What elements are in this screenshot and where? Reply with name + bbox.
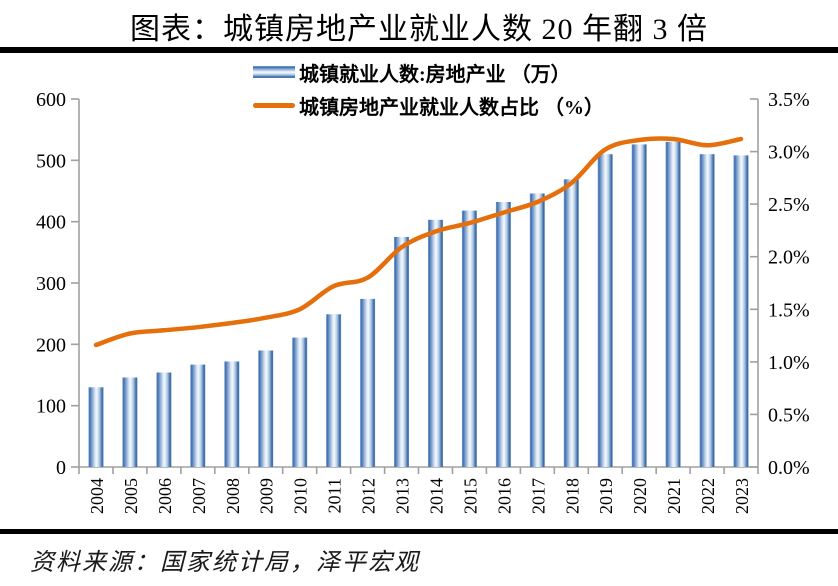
- x-axis-label-2006: 2006: [155, 478, 175, 514]
- left-axis-tick-label: 0: [56, 457, 66, 479]
- chart-legend: 城镇就业人数:房地产业 （万） 城镇房地产业就业人数占比 （%）: [253, 60, 604, 119]
- x-axis-label-2004: 2004: [87, 478, 107, 514]
- legend-item-employment: 城镇就业人数:房地产业 （万）: [253, 60, 604, 86]
- bar-2014: [428, 219, 443, 467]
- bar-2022: [699, 154, 715, 467]
- bar-2011: [326, 314, 342, 467]
- right-axis-tick-label: 3.0%: [768, 142, 810, 164]
- line-swatch-icon: [253, 102, 295, 108]
- legend-item-ratio: 城镇房地产业就业人数占比 （%）: [253, 93, 604, 119]
- title-underline-rule: [0, 47, 838, 53]
- right-axis-tick-label: 2.0%: [768, 247, 810, 269]
- bar-2015: [461, 210, 477, 467]
- x-axis-label-2017: 2017: [528, 478, 548, 514]
- source-divider-rule: [0, 529, 838, 534]
- x-axis-label-2022: 2022: [698, 478, 718, 514]
- right-axis-tick-label: 1.5%: [768, 299, 810, 321]
- x-axis-label-2011: 2011: [325, 478, 345, 513]
- left-axis-tick-label: 600: [36, 89, 66, 111]
- x-axis-label-2023: 2023: [732, 478, 752, 514]
- x-axis-label-2010: 2010: [291, 478, 311, 514]
- bar-2010: [292, 337, 308, 467]
- bar-2019: [597, 154, 613, 467]
- x-axis-label-2016: 2016: [494, 478, 514, 514]
- bar-2008: [224, 361, 240, 467]
- right-axis-tick-label: 1.0%: [768, 352, 810, 374]
- bar-2020: [631, 144, 647, 467]
- left-axis-tick-label: 400: [36, 212, 66, 234]
- bar-2012: [360, 298, 376, 467]
- right-axis-tick-label: 3.5%: [768, 89, 810, 111]
- chart-title: 图表：城镇房地产业就业人数 20 年翻 3 倍: [130, 13, 708, 46]
- x-axis-label-2021: 2021: [664, 478, 684, 514]
- source-note: 资料来源：国家统计局，泽平宏观: [30, 550, 420, 576]
- bar-2021: [665, 141, 681, 467]
- bar-2005: [122, 377, 138, 467]
- x-axis-label-2007: 2007: [189, 478, 209, 514]
- bar-2013: [394, 237, 409, 467]
- bar-2004: [88, 387, 104, 467]
- x-axis-label-2013: 2013: [393, 478, 413, 514]
- bar-2006: [156, 372, 172, 467]
- bar-2009: [258, 350, 274, 467]
- ratio-line: [93, 136, 744, 348]
- x-axis-label-2018: 2018: [562, 478, 582, 514]
- legend-label-ratio: 城镇房地产业就业人数占比 （%）: [299, 96, 604, 119]
- right-axis-tick-label: 0.5%: [768, 404, 810, 426]
- bar-swatch-icon: [253, 66, 295, 78]
- x-axis-label-2015: 2015: [460, 478, 480, 514]
- left-axis-tick-label: 300: [36, 273, 66, 295]
- x-axis-label-2012: 2012: [359, 478, 379, 514]
- bar-2007: [190, 364, 206, 467]
- bar-2017: [529, 193, 545, 467]
- x-axis-label-2020: 2020: [630, 478, 650, 514]
- x-axis-label-2005: 2005: [121, 478, 141, 514]
- bar-2023: [733, 155, 749, 467]
- legend-label-employment: 城镇就业人数:房地产业 （万）: [299, 63, 571, 86]
- x-axis-label-2019: 2019: [596, 478, 616, 514]
- right-axis-tick-label: 0.0%: [768, 457, 810, 479]
- x-axis-label-2009: 2009: [257, 478, 277, 514]
- x-axis-label-2014: 2014: [427, 478, 447, 514]
- right-axis-tick-label: 2.5%: [768, 194, 810, 216]
- bar-2016: [495, 202, 511, 467]
- left-axis-tick-label: 200: [36, 334, 66, 356]
- left-axis-tick-label: 100: [36, 396, 66, 418]
- x-axis-label-2008: 2008: [223, 478, 243, 514]
- bar-2018: [563, 179, 579, 468]
- left-axis-tick-label: 500: [36, 150, 66, 172]
